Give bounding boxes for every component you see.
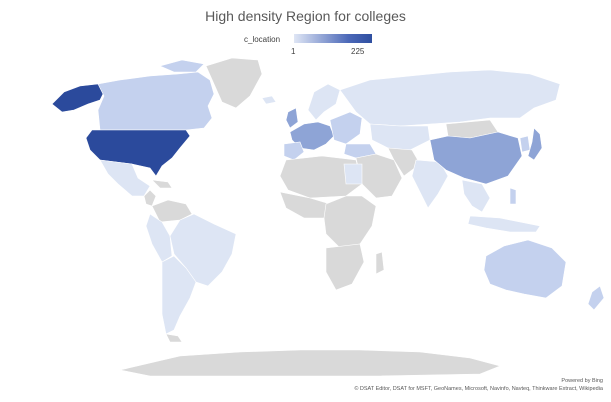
chart-title: High density Region for colleges: [205, 8, 406, 24]
region-new-zealand: [587, 285, 605, 311]
region-canada: [97, 71, 215, 131]
region-antarctica: [119, 349, 501, 377]
legend-field-label: c_location: [244, 35, 281, 44]
region-iran-afghanistan: [387, 147, 421, 177]
world-map: [51, 58, 605, 377]
legend-gradient-bar: [294, 34, 372, 43]
region-caribbean: [151, 179, 173, 189]
region-scandinavia: [307, 83, 341, 121]
region-philippines: [509, 187, 517, 205]
region-usa: [85, 129, 191, 177]
legend-min-value: 1: [291, 47, 296, 56]
region-central-east-africa: [323, 195, 377, 249]
region-southern-africa: [325, 243, 365, 291]
region-middle-east: [355, 153, 403, 199]
region-korea: [519, 135, 531, 153]
region-iceland: [261, 95, 277, 105]
region-russia: [339, 69, 561, 127]
region-argentina-chile: [161, 255, 197, 335]
region-iberia: [283, 141, 305, 161]
region-brazil: [169, 213, 237, 287]
region-madagascar: [375, 251, 385, 275]
attribution-text: © DSAT Editor, DSAT for MSFT, GeoNames, …: [354, 386, 603, 392]
region-kazakhstan-central-asia: [369, 123, 431, 151]
region-peru-ecuador: [145, 213, 173, 263]
region-greenland: [205, 58, 263, 109]
legend-max-value: 225: [351, 47, 365, 56]
region-southeast-asia: [461, 179, 491, 213]
region-canada-islands: [159, 59, 205, 73]
region-central-america: [143, 189, 157, 207]
powered-by-text: Powered by Bing: [561, 378, 603, 384]
region-alaska: [51, 83, 105, 113]
region-indonesia: [467, 215, 541, 233]
region-egypt: [343, 163, 363, 185]
region-japan: [527, 127, 543, 161]
region-uk: [285, 107, 299, 129]
region-eastern-europe: [329, 111, 363, 145]
region-patagonia: [165, 333, 183, 343]
region-australia: [483, 239, 567, 299]
region-china: [429, 131, 523, 185]
